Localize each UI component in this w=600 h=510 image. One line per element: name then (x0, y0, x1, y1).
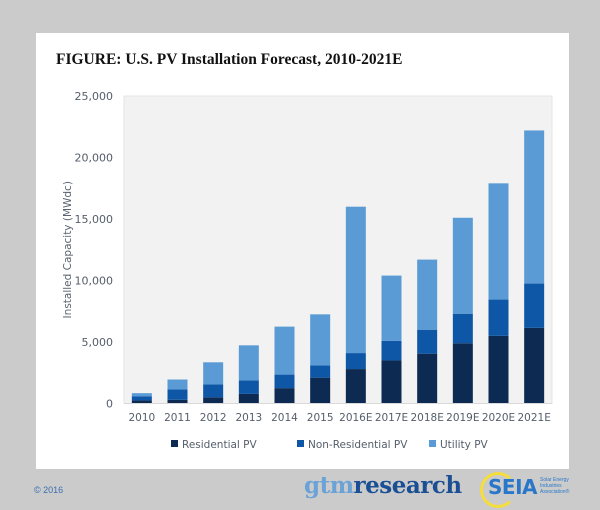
bar-stack (310, 314, 331, 404)
bar-segment-utility-pv (524, 130, 545, 284)
bar-segment-non-residential-pv (274, 374, 295, 389)
bar-stack (488, 183, 509, 404)
x-tick-label: 2020E (482, 412, 515, 424)
bar-segment-residential-pv (131, 400, 152, 404)
bar-segment-residential-pv (167, 399, 188, 404)
x-tick-label: 2019E (446, 412, 479, 424)
y-axis: 0 5,000 10,000 15,000 20,000 25,000 (75, 90, 114, 411)
x-axis: 2010 2011 2012 2013 2014 2015 2016E 2017E 2018E 2… (128, 412, 550, 424)
bar-stack (238, 345, 259, 404)
bar-segment-utility-pv (203, 362, 224, 385)
bar-segment-residential-pv (274, 388, 295, 404)
legend-label: Utility PV (440, 439, 489, 451)
bar-segment-residential-pv (452, 343, 473, 404)
bars (131, 130, 545, 404)
bar-segment-non-residential-pv (131, 396, 152, 401)
y-tick-label: 0 (106, 398, 113, 411)
x-tick-label: 2016E (339, 412, 372, 424)
bar-stack (452, 217, 473, 404)
y-tick-label: 5,000 (82, 336, 114, 349)
sun-ring-icon (480, 472, 516, 508)
bar-segment-utility-pv (310, 314, 331, 366)
copyright-text: © 2016 (34, 485, 64, 495)
bar-stack (345, 206, 366, 404)
bar-segment-residential-pv (488, 335, 509, 404)
y-tick-label: 15,000 (75, 213, 114, 226)
bar-segment-non-residential-pv (488, 299, 509, 336)
bar-segment-utility-pv (131, 393, 152, 397)
x-tick-label: 2018E (410, 412, 443, 424)
bar-segment-residential-pv (345, 369, 366, 404)
bar-segment-utility-pv (238, 345, 259, 381)
logo-research: research (353, 472, 463, 499)
x-tick-label: 2010 (128, 412, 155, 424)
bar-segment-utility-pv (167, 379, 188, 390)
bar-segment-non-residential-pv (345, 353, 366, 370)
bar-segment-non-residential-pv (381, 340, 402, 361)
x-tick-label: 2011 (164, 412, 191, 424)
legend: Residential PV Non-Residential PV Utility … (171, 439, 489, 451)
bar-segment-non-residential-pv (310, 365, 331, 378)
bar-segment-residential-pv (310, 377, 331, 404)
bar-segment-residential-pv (524, 327, 545, 404)
bar-segment-residential-pv (417, 353, 438, 404)
bar-segment-utility-pv (488, 183, 509, 300)
bar-stack (203, 362, 224, 404)
bar-segment-non-residential-pv (167, 389, 188, 400)
x-tick-label: 2021E (517, 412, 550, 424)
logo-gtm: gtm (304, 472, 354, 499)
y-tick-label: 20,000 (75, 152, 114, 165)
plot-area (123, 95, 553, 404)
legend-swatch (297, 440, 304, 447)
bar-stack (381, 275, 402, 404)
bar-stack (131, 393, 152, 404)
bar-segment-non-residential-pv (238, 380, 259, 394)
bar-segment-non-residential-pv (524, 283, 545, 328)
figure-title: FIGURE: U.S. PV Installation Forecast, 2… (56, 51, 403, 68)
bar-segment-residential-pv (381, 360, 402, 404)
bar-segment-utility-pv (417, 259, 438, 330)
x-tick-label: 2017E (375, 412, 408, 424)
bar-segment-utility-pv (345, 206, 366, 354)
bar-stack (167, 379, 188, 404)
bar-segment-residential-pv (203, 397, 224, 404)
y-tick-label: 10,000 (75, 275, 114, 288)
x-tick-label: 2012 (200, 412, 227, 424)
seia-logo-text: SEIA (488, 475, 538, 499)
bar-segment-utility-pv (381, 275, 402, 341)
x-tick-label: 2014 (271, 412, 298, 424)
legend-label: Residential PV (182, 439, 258, 451)
seia-logo-subtitle: Solar Energy Industries Association® (540, 477, 570, 495)
bar-stack (274, 326, 295, 404)
bar-segment-non-residential-pv (203, 384, 224, 398)
bar-segment-utility-pv (274, 326, 295, 375)
legend-label: Non-Residential PV (308, 439, 408, 451)
bar-stack (417, 259, 438, 404)
bar-stack (524, 130, 545, 404)
x-tick-label: 2015 (307, 412, 334, 424)
y-axis-label: Installed Capacity (MWdc) (62, 181, 74, 318)
legend-swatch (171, 440, 178, 447)
legend-swatch (429, 440, 436, 447)
bar-segment-utility-pv (452, 217, 473, 314)
seia-logo: SEIA Solar Energy Industries Association… (478, 470, 578, 508)
gtm-research-logo: gtmresearch (304, 472, 462, 499)
x-tick-label: 2013 (235, 412, 262, 424)
bar-segment-non-residential-pv (452, 313, 473, 344)
bar-segment-residential-pv (238, 393, 259, 404)
y-tick-label: 25,000 (75, 90, 114, 103)
bar-segment-non-residential-pv (417, 329, 438, 354)
